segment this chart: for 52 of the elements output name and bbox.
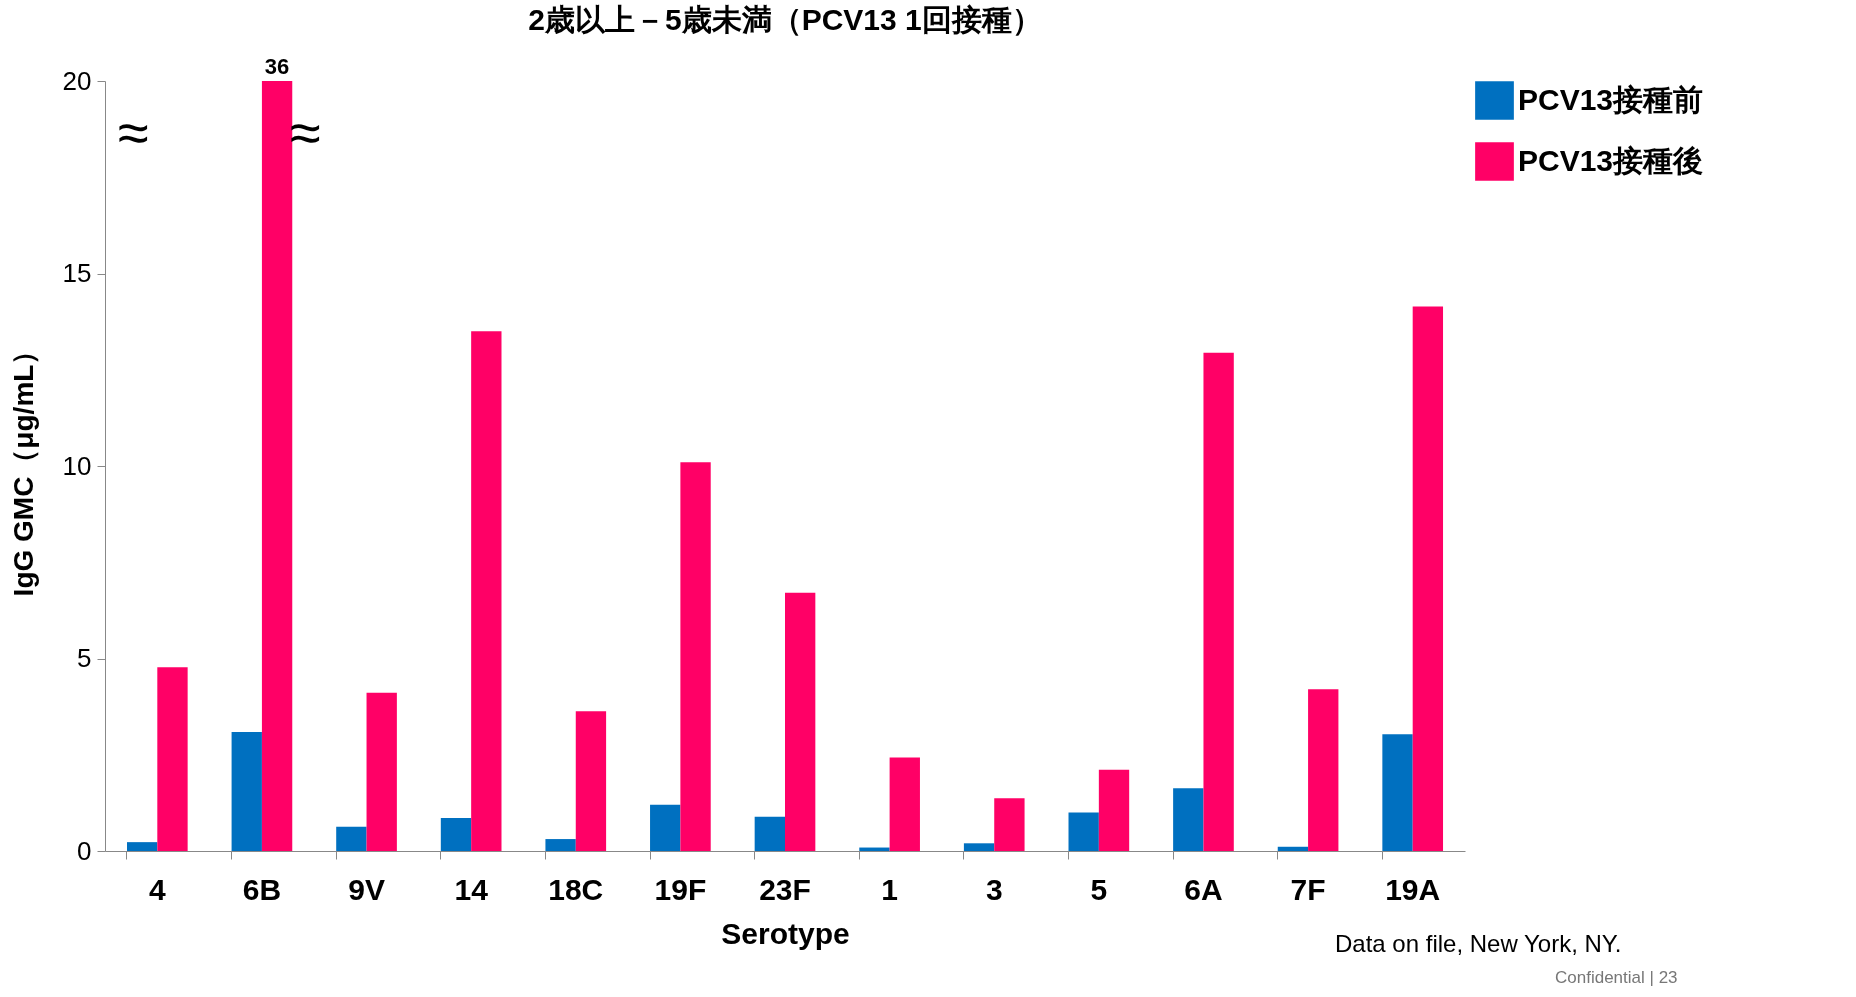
bar [1173, 788, 1204, 851]
chart-title: 2歳以上－5歳未満（PCV13 1回接種） [528, 3, 1042, 36]
bar [1382, 734, 1413, 851]
bar [994, 798, 1025, 851]
bar [889, 757, 920, 851]
text: Data on file, New York, NY. [1335, 930, 1622, 958]
x-axis-title: Serotype [721, 916, 850, 950]
bar [680, 462, 711, 851]
x-tick-label: 6B [242, 872, 282, 906]
bar [336, 826, 367, 851]
y-tick-label: 10 [62, 450, 92, 481]
bar [963, 843, 995, 851]
bar [261, 81, 293, 851]
bar [1412, 306, 1444, 851]
y-tick-label: 15 [62, 258, 92, 288]
bar [650, 804, 681, 851]
bar [157, 667, 188, 851]
x-tick-label: 4 [148, 872, 166, 906]
bar [1308, 689, 1339, 851]
bar [1068, 812, 1099, 851]
x-tick-label: 3 [985, 872, 1003, 906]
bar [231, 732, 262, 851]
y-axis-title: IgG GMC（μg/mL） [7, 336, 39, 597]
x-tick-label: 6A [1184, 872, 1223, 906]
x-tick-label: 9V [348, 872, 385, 906]
x-tick-label: 19A [1385, 872, 1441, 906]
legend-label: PCV13接種後 [1518, 143, 1704, 177]
y-tick-label: 20 [62, 65, 92, 96]
bar [440, 817, 472, 851]
bar [366, 692, 397, 851]
annotation: 36 [264, 54, 290, 79]
bar [545, 839, 576, 851]
bar [785, 592, 816, 851]
legend-label: PCV13接種前 [1518, 82, 1704, 116]
y-tick-label: 0 [77, 835, 92, 866]
x-tick-label: 7F [1290, 872, 1326, 906]
bar [1098, 769, 1130, 851]
bar [471, 331, 502, 851]
x-tick-label: 14 [454, 872, 489, 906]
text: Confidential | 23 [1555, 968, 1678, 988]
annotation: ≈ [118, 101, 149, 164]
x-tick-label: 23F [759, 872, 811, 906]
bar [754, 816, 785, 851]
x-tick-label: 1 [881, 872, 898, 906]
x-tick-label: 18C [548, 872, 604, 906]
x-tick-label: 19F [654, 872, 707, 906]
bar [575, 711, 607, 851]
bar [126, 842, 158, 851]
y-tick-label: 5 [77, 643, 92, 673]
x-tick-label: 5 [1090, 872, 1108, 906]
bar [1277, 846, 1309, 851]
bar [1203, 352, 1234, 851]
